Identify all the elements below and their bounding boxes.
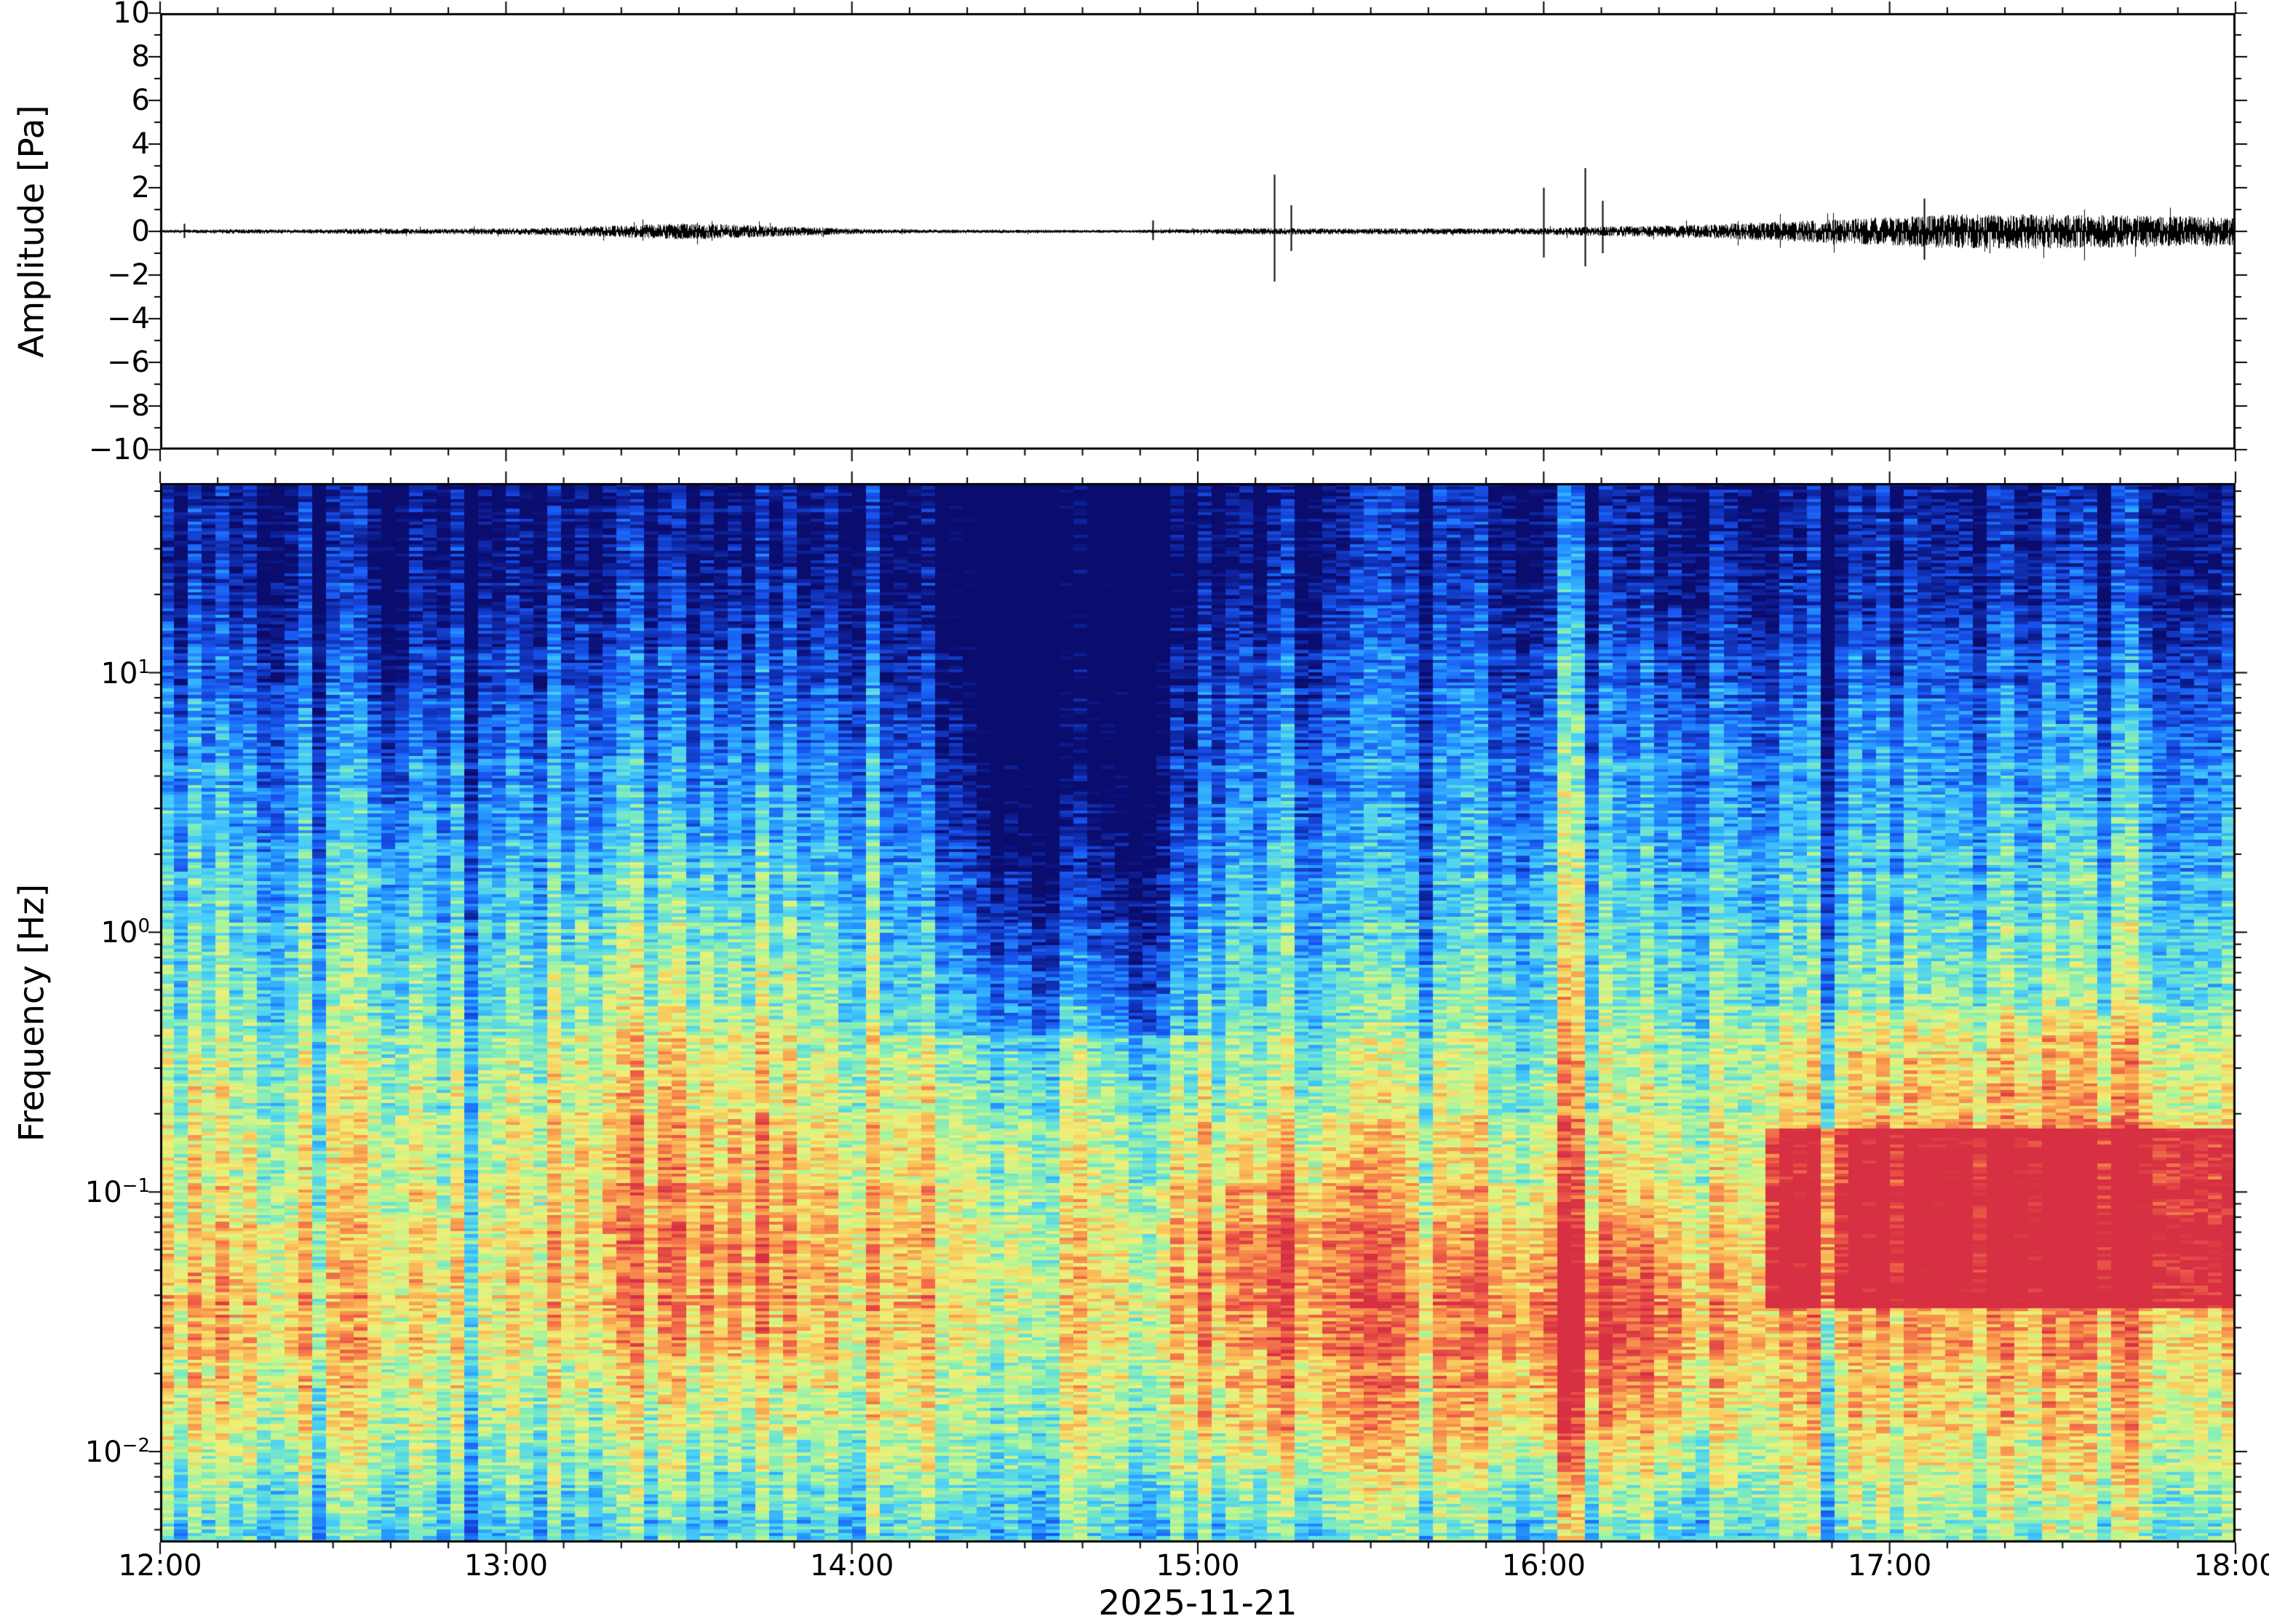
- axes-frame-ticks: [0, 0, 2269, 1624]
- infrasound-spectrogram-figure: Amplitude [Pa] Frequency [Hz] 10 8 6 4 2 0 −2−…: [0, 0, 2269, 1624]
